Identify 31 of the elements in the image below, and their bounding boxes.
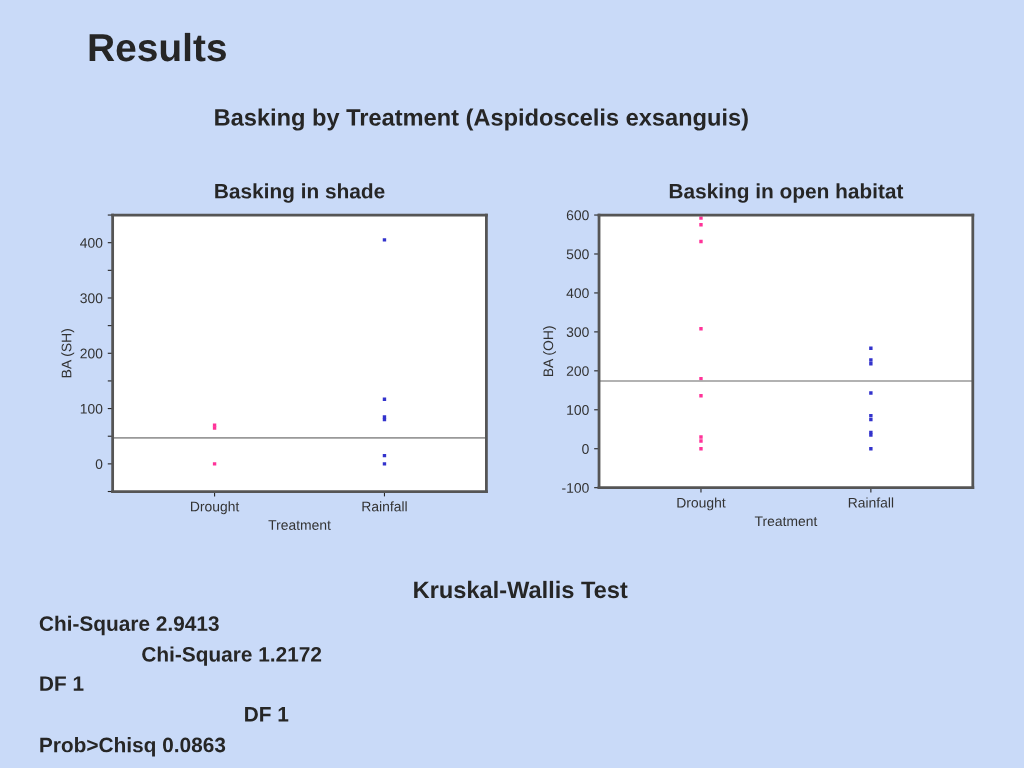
y-tick-label: 100: [567, 405, 589, 415]
y-tick-label: 0: [95, 459, 103, 470]
text: Kruskal-Wallis Test: [414, 580, 628, 599]
text: DF 1: [245, 707, 289, 722]
x-axis-title: Treatment: [754, 516, 818, 527]
y-tick-label: 300: [80, 293, 103, 304]
x-tick-label: Rainfall: [848, 497, 894, 508]
x-tick-label: Drought: [677, 497, 726, 511]
y-tick-label: 0: [582, 444, 589, 454]
y-tick-label: 300: [566, 327, 589, 338]
y-tick-label: 500: [566, 249, 589, 260]
y-axis-title: BA (SH): [61, 329, 75, 378]
chart-title: Basking in open habitat: [669, 183, 904, 203]
y-tick-label: 100: [80, 403, 103, 414]
text: Basking by Treatment (Aspidoscelis exsanguis): [215, 108, 748, 131]
chart-title: Basking in shade: [215, 183, 385, 203]
y-tick-label: 600: [566, 210, 589, 221]
text: Chi-Square 1.2172: [142, 646, 322, 666]
y-tick-label: 200: [566, 366, 589, 376]
x-tick-label: Rainfall: [362, 501, 407, 512]
y-tick-label: -100: [562, 483, 589, 493]
y-tick-label: 400: [566, 288, 589, 299]
y-tick-label: 400: [80, 238, 103, 248]
y-tick-label: 200: [80, 348, 103, 359]
y-axis-title: BA (OH): [543, 326, 556, 377]
x-axis-title: Treatment: [268, 520, 331, 530]
x-tick-label: Drought: [191, 501, 240, 515]
text: Results: [89, 32, 226, 62]
text: DF 1: [40, 676, 84, 691]
text: Prob>Chisq 0.0863: [40, 737, 226, 757]
text: Chi-Square 2.9413: [39, 615, 219, 636]
